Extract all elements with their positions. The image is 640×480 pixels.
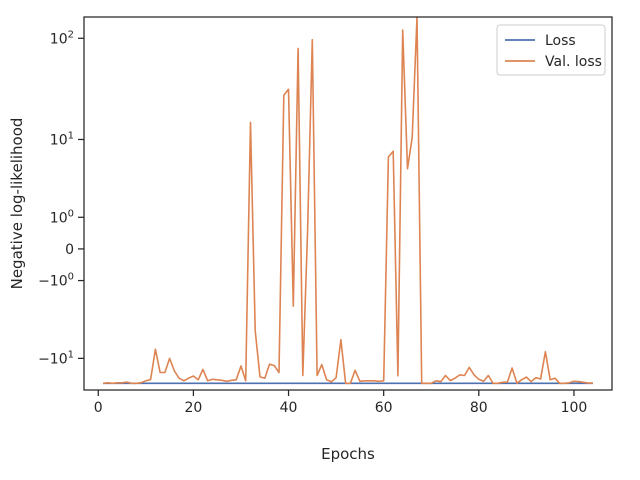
y-tick-label: 0 bbox=[65, 242, 74, 258]
y-tick-label: 102 bbox=[50, 29, 74, 47]
legend: Loss Val. loss bbox=[496, 24, 606, 76]
series-line-1 bbox=[102, 16, 593, 385]
legend-label: Loss bbox=[545, 33, 576, 49]
x-tick-label: 0 bbox=[94, 400, 103, 416]
x-tick-label: 80 bbox=[470, 400, 488, 416]
legend-label: Val. loss bbox=[545, 54, 602, 70]
plot-frame bbox=[83, 16, 613, 391]
y-axis: 102 101 100 0 −100 −101 bbox=[38, 29, 84, 367]
y-tick-label: −100 bbox=[38, 272, 74, 290]
y-axis-label: Negative log-likelihood bbox=[8, 118, 26, 290]
legend-box bbox=[496, 24, 606, 76]
y-tick-label: −101 bbox=[38, 349, 74, 367]
plot-lines bbox=[102, 16, 593, 385]
x-tick-label: 20 bbox=[184, 400, 202, 416]
x-axis-label: Epochs bbox=[321, 445, 375, 463]
x-tick-label: 40 bbox=[280, 400, 298, 416]
x-axis: 0 20 40 60 80 100 bbox=[94, 390, 588, 416]
x-tick-label: 60 bbox=[375, 400, 393, 416]
y-tick-label: 101 bbox=[50, 130, 74, 148]
y-tick-label: 100 bbox=[50, 208, 74, 226]
x-tick-label: 100 bbox=[561, 400, 588, 416]
